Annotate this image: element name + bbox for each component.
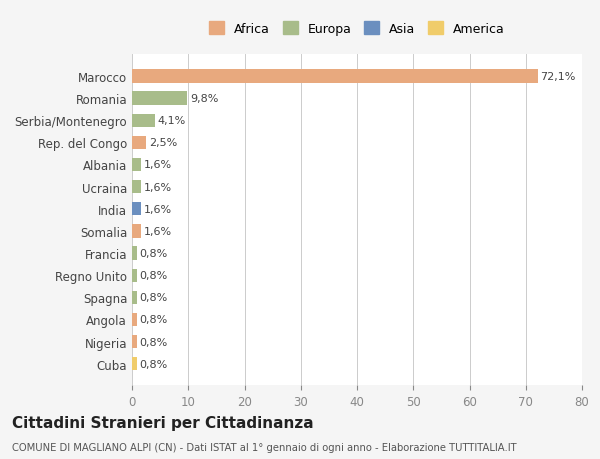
Bar (132, 114, 155, 128)
Bar (132, 136, 146, 150)
Bar (132, 202, 141, 216)
Text: 0,8%: 0,8% (139, 359, 167, 369)
Bar (132, 225, 141, 238)
Bar (132, 335, 137, 348)
Text: 1,6%: 1,6% (144, 226, 172, 236)
Text: COMUNE DI MAGLIANO ALPI (CN) - Dati ISTAT al 1° gennaio di ogni anno - Elaborazi: COMUNE DI MAGLIANO ALPI (CN) - Dati ISTA… (12, 442, 517, 452)
Bar (132, 313, 137, 326)
Text: 0,8%: 0,8% (139, 337, 167, 347)
Text: 1,6%: 1,6% (144, 204, 172, 214)
Bar (132, 357, 137, 370)
Bar (132, 180, 141, 194)
Bar (132, 158, 141, 172)
Text: 1,6%: 1,6% (144, 182, 172, 192)
Text: 0,8%: 0,8% (139, 270, 167, 280)
Legend: Africa, Europa, Asia, America: Africa, Europa, Asia, America (206, 18, 508, 39)
Text: 72,1%: 72,1% (541, 72, 576, 82)
Text: 9,8%: 9,8% (190, 94, 218, 104)
Text: 0,8%: 0,8% (139, 248, 167, 258)
Bar (132, 70, 538, 84)
Text: 0,8%: 0,8% (139, 315, 167, 325)
Bar (132, 269, 137, 282)
Text: 0,8%: 0,8% (139, 293, 167, 302)
Text: 4,1%: 4,1% (158, 116, 186, 126)
Bar (132, 92, 187, 106)
Bar (132, 291, 137, 304)
Text: Cittadini Stranieri per Cittadinanza: Cittadini Stranieri per Cittadinanza (12, 415, 314, 430)
Bar (132, 247, 137, 260)
Text: 1,6%: 1,6% (144, 160, 172, 170)
Text: 2,5%: 2,5% (149, 138, 177, 148)
